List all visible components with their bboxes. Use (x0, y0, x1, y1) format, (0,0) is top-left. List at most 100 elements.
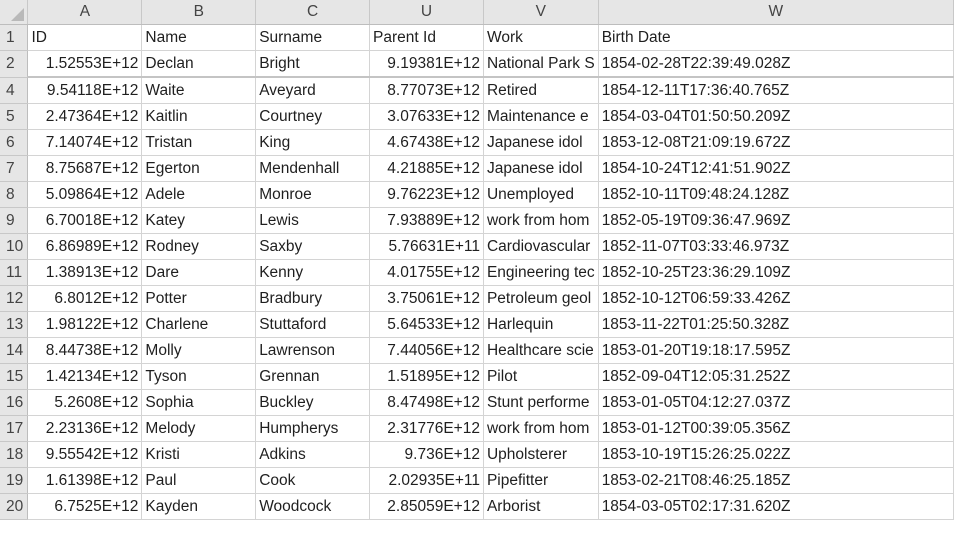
cell[interactable]: work from hom (483, 415, 599, 442)
cell[interactable]: Grennan (255, 363, 371, 390)
cell[interactable]: 8.47498E+12 (369, 389, 484, 416)
cell[interactable]: Tristan (141, 129, 257, 156)
row-header[interactable]: 9 (0, 207, 29, 234)
cell[interactable]: 8.75687E+12 (27, 155, 143, 182)
cell[interactable]: Egerton (141, 155, 257, 182)
row-header[interactable]: 18 (0, 441, 29, 468)
cell[interactable]: Pilot (483, 363, 599, 390)
row-header[interactable]: 19 (0, 467, 29, 494)
header-cell[interactable]: Parent Id (369, 24, 484, 51)
column-header-b[interactable]: B (141, 0, 257, 25)
cell[interactable]: Molly (141, 337, 257, 364)
cell[interactable]: Kayden (141, 493, 257, 520)
row-header[interactable]: 17 (0, 415, 29, 442)
cell[interactable]: Bright (255, 50, 371, 78)
column-header-w[interactable]: W (598, 0, 954, 25)
column-header-u[interactable]: U (369, 0, 484, 25)
cell[interactable]: Unemployed (483, 181, 599, 208)
cell[interactable]: 9.19381E+12 (369, 50, 484, 78)
column-header-v[interactable]: V (483, 0, 599, 25)
cell[interactable]: Sophia (141, 389, 257, 416)
select-all-corner[interactable] (0, 0, 29, 25)
cell[interactable]: 4.67438E+12 (369, 129, 484, 156)
column-header-a[interactable]: A (27, 0, 143, 25)
cell[interactable]: 1852-09-04T12:05:31.252Z (598, 363, 954, 390)
row-header[interactable]: 5 (0, 103, 29, 130)
cell[interactable]: Declan (141, 50, 257, 78)
cell[interactable]: 1853-12-08T21:09:19.672Z (598, 129, 954, 156)
row-header[interactable]: 8 (0, 181, 29, 208)
cell[interactable]: 1853-01-20T19:18:17.595Z (598, 337, 954, 364)
cell[interactable]: 6.7525E+12 (27, 493, 143, 520)
row-header[interactable]: 6 (0, 129, 29, 156)
header-cell[interactable]: Work (483, 24, 599, 51)
cell[interactable]: 1852-10-11T09:48:24.128Z (598, 181, 954, 208)
cell[interactable]: 1.61398E+12 (27, 467, 143, 494)
cell[interactable]: Katey (141, 207, 257, 234)
row-header[interactable]: 13 (0, 311, 29, 338)
cell[interactable]: 2.02935E+11 (369, 467, 484, 494)
cell[interactable]: 1853-02-21T08:46:25.185Z (598, 467, 954, 494)
cell[interactable]: 1.98122E+12 (27, 311, 143, 338)
cell[interactable]: Dare (141, 259, 257, 286)
cell[interactable]: 1.51895E+12 (369, 363, 484, 390)
header-cell[interactable]: Surname (255, 24, 371, 51)
cell[interactable]: 7.93889E+12 (369, 207, 484, 234)
cell[interactable]: 1852-11-07T03:33:46.973Z (598, 233, 954, 260)
cell[interactable]: 7.14074E+12 (27, 129, 143, 156)
cell[interactable]: work from hom (483, 207, 599, 234)
cell[interactable]: 1853-10-19T15:26:25.022Z (598, 441, 954, 468)
cell[interactable]: Melody (141, 415, 257, 442)
cell[interactable]: 8.44738E+12 (27, 337, 143, 364)
cell[interactable]: 2.31776E+12 (369, 415, 484, 442)
cell[interactable]: Stunt performe (483, 389, 599, 416)
cell[interactable]: Buckley (255, 389, 371, 416)
cell[interactable]: Adele (141, 181, 257, 208)
cell[interactable]: 5.09864E+12 (27, 181, 143, 208)
row-header[interactable]: 1 (0, 24, 29, 51)
cell[interactable]: 2.85059E+12 (369, 493, 484, 520)
row-header[interactable]: 12 (0, 285, 29, 312)
row-header[interactable]: 7 (0, 155, 29, 182)
cell[interactable]: 9.76223E+12 (369, 181, 484, 208)
cell[interactable]: 5.2608E+12 (27, 389, 143, 416)
cell[interactable]: Saxby (255, 233, 371, 260)
cell[interactable]: Stuttaford (255, 311, 371, 338)
cell[interactable]: Petroleum geol (483, 285, 599, 312)
cell[interactable]: Adkins (255, 441, 371, 468)
cell[interactable]: Arborist (483, 493, 599, 520)
row-header[interactable]: 20 (0, 493, 29, 520)
row-header[interactable]: 14 (0, 337, 29, 364)
cell[interactable]: Cook (255, 467, 371, 494)
header-cell[interactable]: ID (27, 24, 143, 51)
cell[interactable]: 6.8012E+12 (27, 285, 143, 312)
cell[interactable]: 1852-10-25T23:36:29.109Z (598, 259, 954, 286)
row-header[interactable]: 11 (0, 259, 29, 286)
cell[interactable]: Mendenhall (255, 155, 371, 182)
cell[interactable]: 1854-02-28T22:39:49.028Z (598, 50, 954, 78)
cell[interactable]: Paul (141, 467, 257, 494)
cell[interactable]: Pipefitter (483, 467, 599, 494)
cell[interactable]: 1852-10-12T06:59:33.426Z (598, 285, 954, 312)
cell[interactable]: Harlequin (483, 311, 599, 338)
header-cell[interactable]: Name (141, 24, 257, 51)
header-cell[interactable]: Birth Date (598, 24, 954, 51)
cell[interactable]: Tyson (141, 363, 257, 390)
cell[interactable]: Lewis (255, 207, 371, 234)
cell[interactable]: 4.01755E+12 (369, 259, 484, 286)
cell[interactable]: Lawrenson (255, 337, 371, 364)
row-header[interactable]: 16 (0, 389, 29, 416)
cell[interactable]: 1854-03-05T02:17:31.620Z (598, 493, 954, 520)
cell[interactable]: Monroe (255, 181, 371, 208)
cell[interactable]: Japanese idol (483, 129, 599, 156)
cell[interactable]: 1854-12-11T17:36:40.765Z (598, 77, 954, 104)
cell[interactable]: 8.77073E+12 (369, 77, 484, 104)
cell[interactable]: 9.54118E+12 (27, 77, 143, 104)
cell[interactable]: Kristi (141, 441, 257, 468)
cell[interactable]: 3.07633E+12 (369, 103, 484, 130)
cell[interactable]: King (255, 129, 371, 156)
row-header[interactable]: 4 (0, 77, 29, 104)
column-header-c[interactable]: C (255, 0, 371, 25)
cell[interactable]: Cardiovascular (483, 233, 599, 260)
cell[interactable]: 1853-11-22T01:25:50.328Z (598, 311, 954, 338)
